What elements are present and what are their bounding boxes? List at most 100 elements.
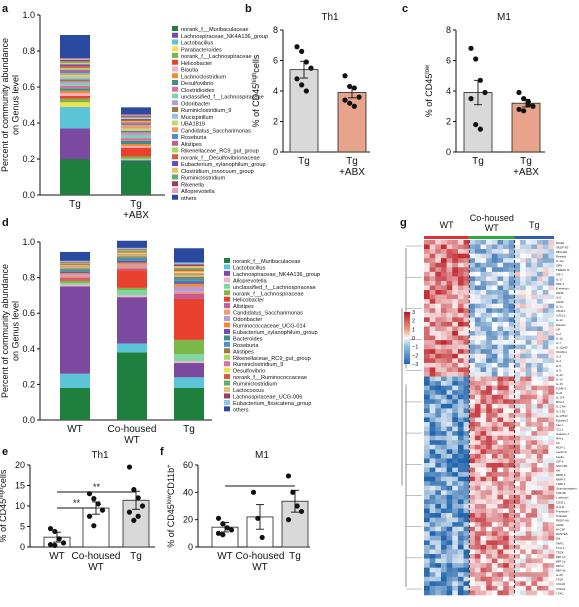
g-heatmap-cell <box>474 271 481 277</box>
g-heatmap-cell <box>474 394 481 400</box>
g-heatmap-cell <box>435 558 442 564</box>
g-heatmap-cell <box>435 390 442 396</box>
g-heatmap-cell <box>503 344 510 350</box>
b-x-tick-label-line2: +ABX <box>339 167 365 178</box>
g-heatmap-cell <box>440 422 447 427</box>
g-heatmap-cell <box>537 390 543 396</box>
e-x-tick-label: WT <box>49 551 65 562</box>
g-heatmap-cell <box>531 308 538 314</box>
g-heatmap-cell <box>520 558 527 564</box>
g-heatmap-cell <box>491 276 498 282</box>
g-heatmap-cell <box>491 371 498 377</box>
a-bar-segment <box>60 64 90 67</box>
g-heatmap-cell <box>514 535 521 541</box>
g-heatmap-cell <box>474 458 481 464</box>
g-heatmap-cell <box>474 244 481 250</box>
a-legend-entry: Parabacteroides <box>181 47 222 53</box>
d-bar-segment <box>174 291 204 294</box>
g-heatmap-cell <box>508 390 515 396</box>
g-heatmap-cell <box>491 303 498 309</box>
g-heatmap-cell <box>429 249 436 254</box>
g-heatmap-cell <box>474 444 481 450</box>
a-bar-segment <box>60 106 90 129</box>
g-heatmap-cell <box>446 526 453 532</box>
g-heatmap-cell <box>424 271 430 277</box>
g-heatmap-cell <box>497 276 504 282</box>
g-heatmap-cell <box>463 408 470 414</box>
g-heatmap-cell <box>469 399 476 405</box>
g-heatmap-cell <box>457 435 464 441</box>
g-heatmap-cell <box>452 431 459 437</box>
g-heatmap-cell <box>497 463 504 468</box>
g-heatmap-cell <box>446 517 453 523</box>
b-data-point <box>356 94 362 100</box>
g-heatmap-cell <box>474 326 481 332</box>
g-heatmap-cell <box>486 526 493 532</box>
g-row-label: IL-6 <box>556 295 561 299</box>
g-heatmap-cell <box>429 472 436 477</box>
d-bar-segment <box>60 251 90 261</box>
g-heatmap-cell <box>548 271 555 277</box>
g-heatmap-cell <box>542 522 549 528</box>
g-heatmap-cell <box>531 558 538 564</box>
g-colorbar-tick-label: 2 <box>412 319 415 325</box>
g-heatmap-cell <box>531 476 538 482</box>
g-heatmap-cell <box>491 376 498 382</box>
g-heatmap-cell <box>525 367 532 373</box>
g-heatmap-cell <box>474 280 481 286</box>
g-heatmap-cell <box>429 581 436 587</box>
g-heatmap-cell <box>452 535 459 541</box>
g-heatmap-cell <box>452 262 459 268</box>
a-bar-segment <box>121 140 151 145</box>
g-heatmap-cell <box>542 385 549 391</box>
g-heatmap-cell <box>514 513 521 518</box>
g-heatmap-cell <box>480 494 487 500</box>
g-heatmap-cell <box>548 467 555 473</box>
g-heatmap-cell <box>440 353 447 359</box>
g-heatmap-cell <box>429 240 436 245</box>
g-heatmap-cell <box>463 544 470 550</box>
c-data-point <box>468 45 474 51</box>
g-heatmap-cell <box>531 326 538 332</box>
g-heatmap-cell <box>474 517 481 523</box>
g-heatmap-cell <box>440 344 447 350</box>
g-row-label: Prolactin <box>556 514 568 518</box>
g-heatmap-cell <box>542 558 549 564</box>
g-row-label: IL-2 <box>556 332 561 336</box>
g-heatmap-cell <box>474 549 481 555</box>
g-heatmap-cell <box>491 494 498 500</box>
g-heatmap-cell <box>424 522 430 528</box>
d-y-tick-label: 0.8 <box>22 273 35 283</box>
g-heatmap-cell <box>469 253 476 259</box>
g-heatmap-cell <box>497 340 504 345</box>
g-heatmap-cell <box>520 426 527 432</box>
g-heatmap-cell <box>469 412 476 418</box>
g-heatmap-cell <box>531 299 538 305</box>
d-legend-swatch <box>224 341 230 347</box>
g-heatmap-cell <box>520 376 527 382</box>
g-heatmap-cell <box>457 403 464 409</box>
g-heatmap-cell <box>452 549 459 555</box>
b-data-point <box>299 48 305 54</box>
g-heatmap-cell <box>503 299 510 305</box>
g-heatmap-cell <box>474 467 481 473</box>
g-heatmap-cell <box>537 540 543 546</box>
g-heatmap-cell <box>474 522 481 528</box>
d-legend-entry: Lachnospiraceae_UCG-006 <box>233 394 302 400</box>
g-heatmap-cell <box>497 494 504 500</box>
b-y-tick-label: 0 <box>273 147 278 157</box>
g-heatmap-cell <box>520 549 527 555</box>
g-heatmap-cell <box>503 362 510 368</box>
g-heatmap-cell <box>520 458 527 464</box>
g-heatmap-cell <box>497 535 504 541</box>
g-heatmap-cell <box>463 240 470 245</box>
g-heatmap-cell <box>469 463 476 468</box>
g-heatmap-cell <box>457 303 464 309</box>
d-bar-segment <box>117 290 147 296</box>
g-heatmap-cell <box>474 499 481 505</box>
f-y-tick-label: 0 <box>188 542 193 552</box>
g-heatmap-cell <box>520 567 527 573</box>
g-heatmap-cell <box>531 381 538 386</box>
g-heatmap-cell <box>537 258 543 264</box>
g-heatmap-cell <box>537 244 543 250</box>
